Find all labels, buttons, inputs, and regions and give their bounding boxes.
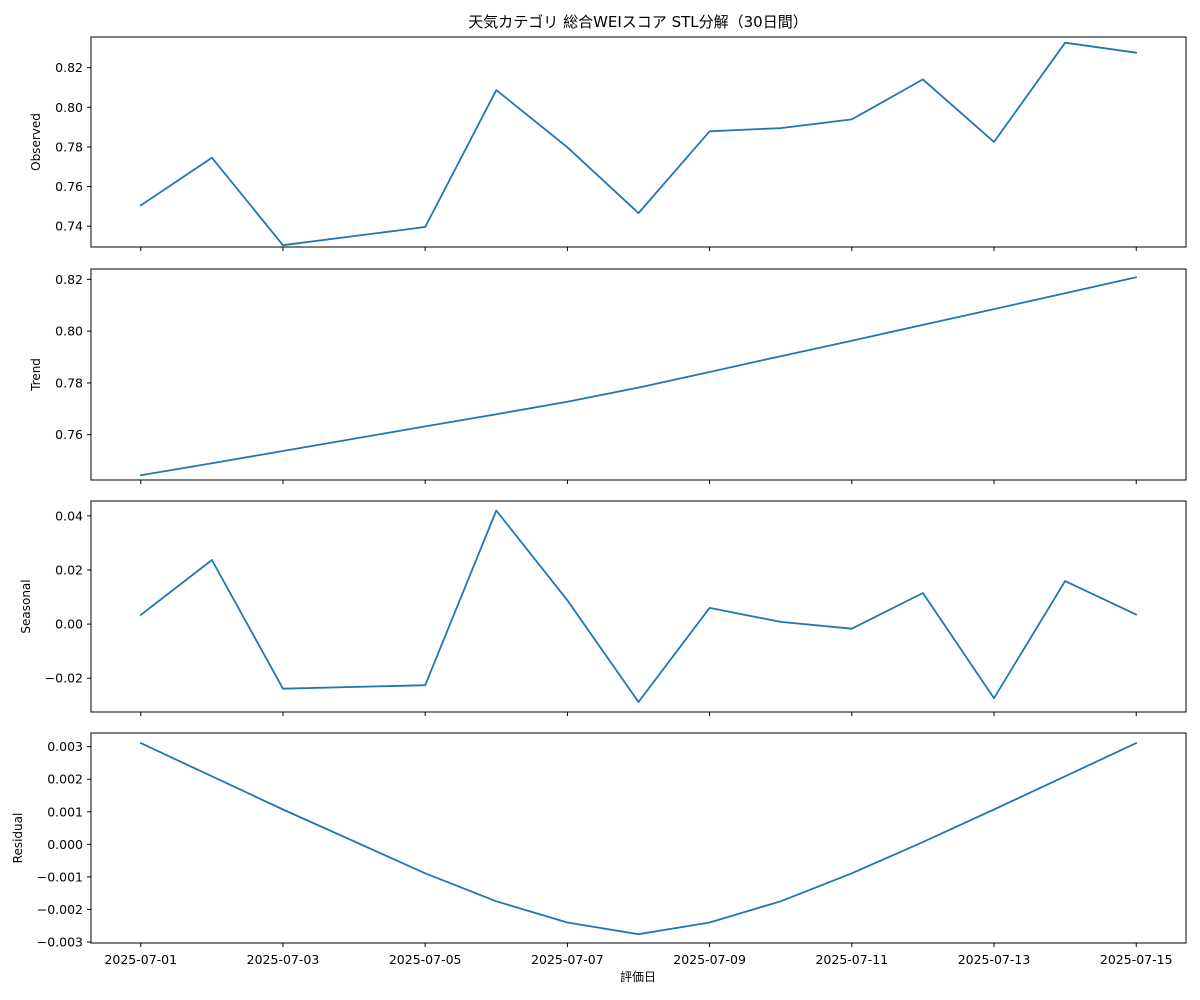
chart-title: 天気カテゴリ 総合WEIスコア STL分解（30日間） <box>468 13 807 31</box>
y-tick-label: 0.82 <box>55 272 83 287</box>
y-tick-label: 0.80 <box>55 324 83 339</box>
series-line-seasonal <box>139 509 1138 703</box>
plot-frame <box>90 268 1187 481</box>
y-tick-label: 0.002 <box>47 772 83 787</box>
y-tick-label: 0.76 <box>55 427 83 442</box>
panel-residual: −0.003 −0.002 −0.001 0.000 0.001 0.002 0.003 20… <box>11 732 1187 967</box>
y-tick-label: −0.02 <box>45 671 83 686</box>
y-tick-label: −0.001 <box>37 869 83 884</box>
y-axis-label: Residual <box>11 813 25 864</box>
x-tick-label: 2025-07-11 <box>815 952 888 967</box>
y-axis-label: Observed <box>29 113 43 171</box>
series-line-observed <box>139 41 1138 247</box>
y-tick-label: 0.82 <box>55 60 83 75</box>
plot-frame <box>90 500 1187 713</box>
panel-trend: 0.76 0.78 0.80 0.82 Trend <box>29 268 1187 484</box>
x-axis-label: 評価日 <box>620 969 656 984</box>
y-tick-label: −0.003 <box>37 935 83 950</box>
y-tick-label: 0.001 <box>47 804 83 819</box>
y-tick-label: 0.00 <box>55 617 83 632</box>
x-tick-label: 2025-07-03 <box>247 952 320 967</box>
y-tick-label: 0.74 <box>55 219 83 234</box>
x-tick-label: 2025-07-09 <box>673 952 746 967</box>
series-line-trend <box>139 276 1138 477</box>
y-tick-label: 0.78 <box>55 375 83 390</box>
y-tick-label: 0.02 <box>55 562 83 577</box>
y-tick-label: 0.04 <box>55 508 83 523</box>
y-axis-label: Trend <box>29 358 43 392</box>
panel-seasonal: −0.02 0.00 0.02 0.04 Seasonal <box>19 500 1187 716</box>
y-tick-label: −0.002 <box>37 902 83 917</box>
plot-frame <box>90 36 1187 248</box>
x-tick-label: 2025-07-13 <box>958 952 1031 967</box>
plot-frame <box>90 732 1187 944</box>
x-tick-label: 2025-07-05 <box>389 952 462 967</box>
y-tick-label: 0.003 <box>47 739 83 754</box>
y-tick-label: 0.78 <box>55 139 83 154</box>
x-tick-label: 2025-07-07 <box>531 952 604 967</box>
series-line-residual <box>139 742 1138 936</box>
y-tick-label: 0.80 <box>55 100 83 115</box>
y-tick-label: 0.76 <box>55 179 83 194</box>
x-tick-label: 2025-07-01 <box>104 952 177 967</box>
y-tick-label: 0.000 <box>47 837 83 852</box>
y-axis-label: Seasonal <box>19 579 33 633</box>
panel-observed: 0.74 0.76 0.78 0.80 0.82 Observed <box>29 36 1187 251</box>
x-tick-label: 2025-07-15 <box>1100 952 1173 967</box>
